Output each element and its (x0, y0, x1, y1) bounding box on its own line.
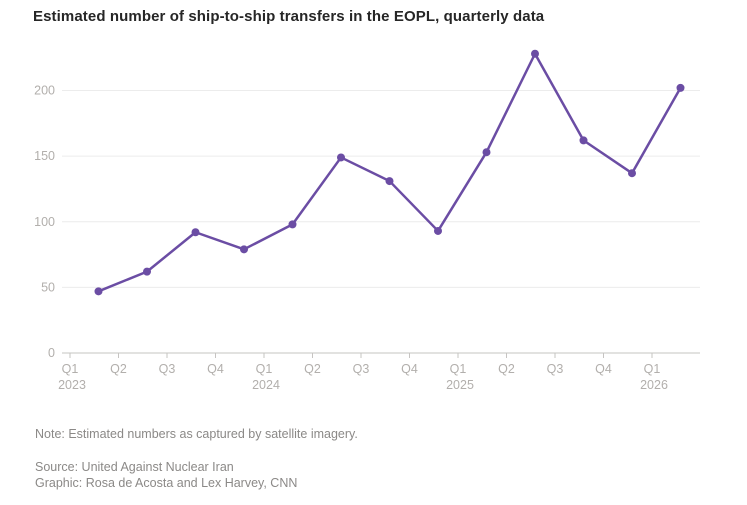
x-tick-label: Q3 (159, 362, 176, 376)
data-point (143, 267, 151, 276)
x-year-label: 2026 (640, 378, 668, 392)
x-tick-label: Q1 (450, 362, 467, 376)
data-point (288, 220, 297, 229)
x-year-label: 2024 (252, 378, 280, 392)
data-point (240, 245, 248, 254)
data-line (97, 52, 682, 293)
x-tick-label: Q1 (644, 362, 661, 376)
y-tick-label: 100 (34, 215, 55, 229)
chart-source: Source: United Against Nuclear Iran (35, 460, 234, 474)
y-tick-label: 0 (48, 346, 55, 360)
x-tick-label: Q2 (304, 362, 321, 376)
line-chart: 0 50 100 150 200 Q1 2023 Q2 Q3 Q4 Q1 2024 Q2 Q3 Q4 Q1 20… (34, 49, 700, 392)
y-tick-label: 150 (34, 149, 55, 163)
data-point (191, 228, 200, 237)
x-tick-label: Q4 (207, 362, 224, 376)
x-tick-label: Q3 (547, 362, 564, 376)
x-tick-label: Q4 (401, 362, 418, 376)
data-point (337, 153, 345, 162)
data-point (628, 169, 636, 178)
x-tick-label: Q4 (595, 362, 612, 376)
y-tick-label: 200 (34, 84, 55, 98)
data-point (434, 226, 442, 235)
y-tick-label: 50 (41, 280, 55, 294)
x-tick-label: Q1 (256, 362, 273, 376)
x-tick-label: Q1 (62, 362, 79, 376)
x-tick-label: Q2 (498, 362, 515, 376)
data-point (531, 49, 539, 58)
chart-credit: Graphic: Rosa de Acosta and Lex Harvey, … (35, 476, 298, 490)
x-tick-label: Q2 (110, 362, 127, 376)
x-tick-label: Q3 (353, 362, 370, 376)
data-point (482, 148, 491, 157)
data-point (579, 136, 588, 145)
chart-note: Note: Estimated numbers as captured by s… (35, 427, 358, 441)
x-year-label: 2025 (446, 378, 474, 392)
data-point (385, 177, 394, 186)
data-point (676, 83, 685, 92)
x-year-label: 2023 (58, 378, 86, 392)
data-point (94, 287, 103, 296)
page-title: Estimated number of ship-to-ship transfe… (33, 8, 545, 25)
